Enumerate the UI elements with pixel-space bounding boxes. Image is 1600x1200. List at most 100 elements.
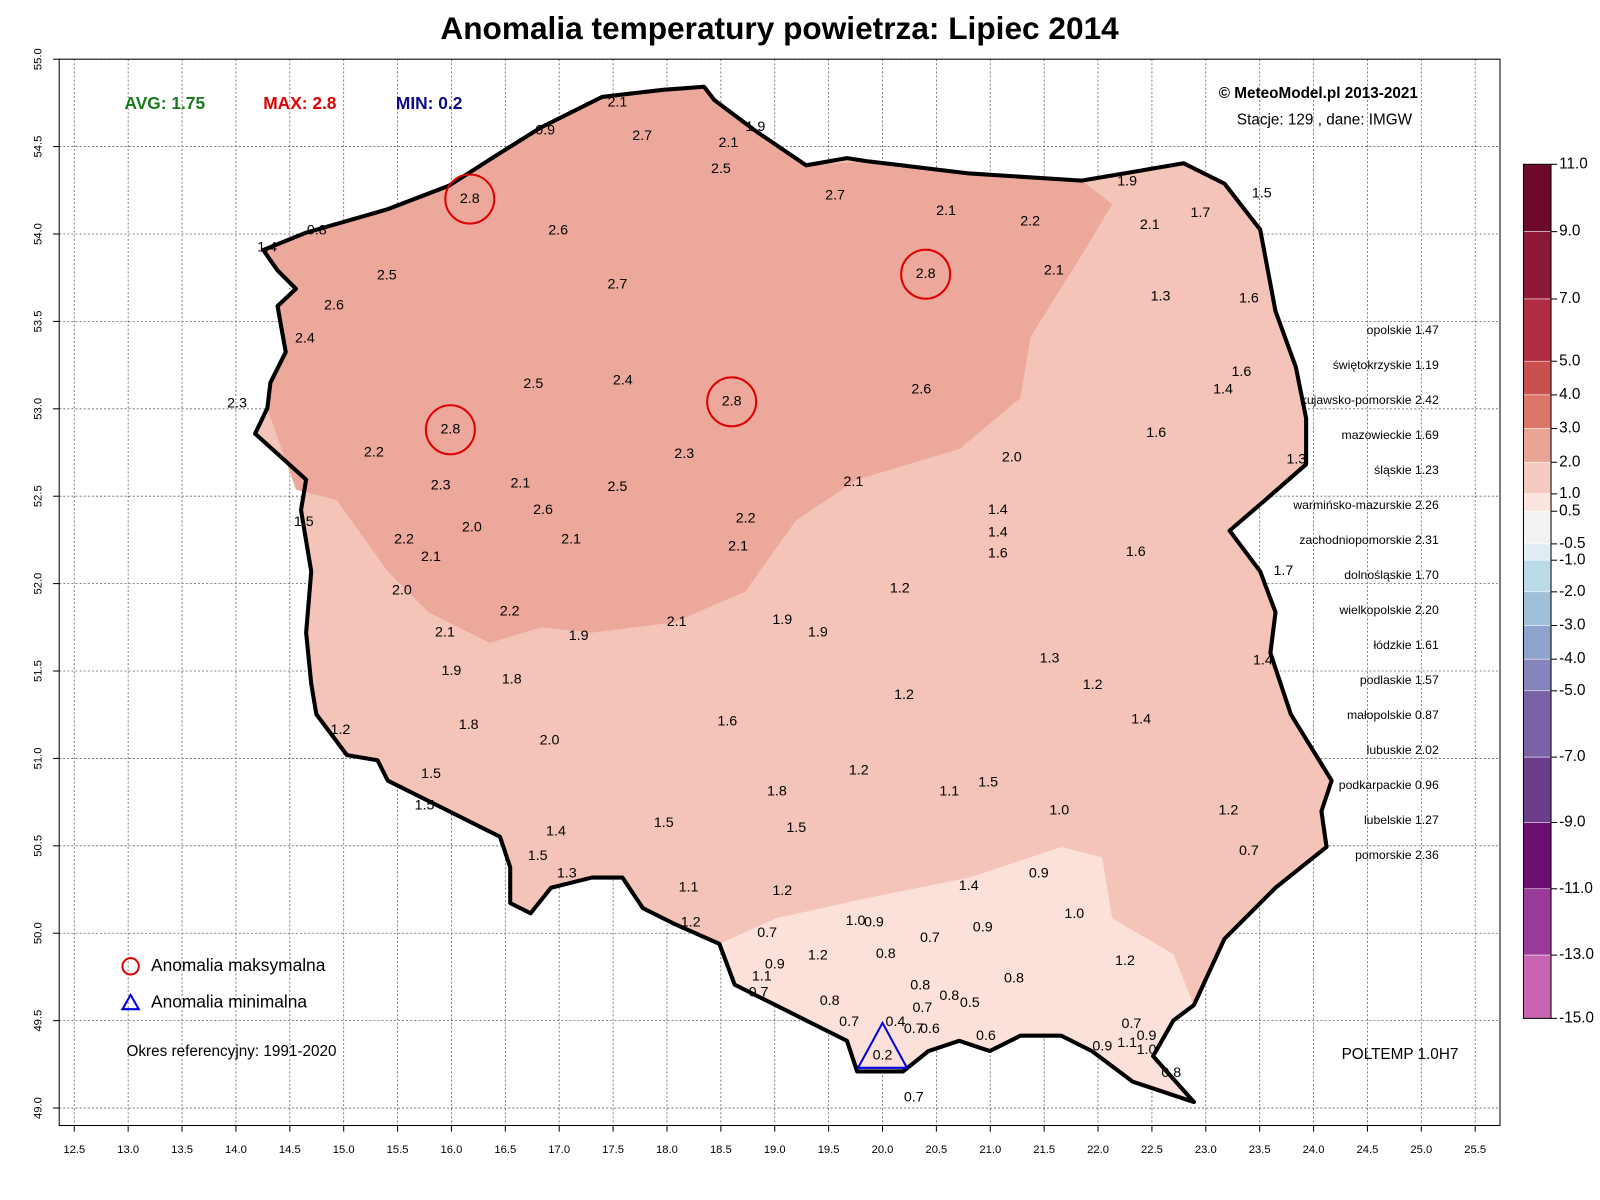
legend-min: Anomalia minimalna xyxy=(151,992,307,1012)
station-value: 1.9 xyxy=(772,612,792,628)
x-tick-label: 15.0 xyxy=(333,1144,355,1156)
station-value: 1.6 xyxy=(1146,425,1166,441)
colorbar-box xyxy=(1523,164,1552,232)
colorbar-label: -15.0 xyxy=(1559,1009,1594,1026)
colorbar-box xyxy=(1523,360,1552,396)
y-tick-label: 55.0 xyxy=(33,48,45,70)
station-value: 0.7 xyxy=(920,930,940,946)
station-value: 1.3 xyxy=(1040,651,1060,667)
x-tick-label: 20.0 xyxy=(872,1144,894,1156)
station-value: 0.7 xyxy=(1122,1016,1142,1032)
station-value: 2.0 xyxy=(1002,450,1022,466)
colorbar-box xyxy=(1523,888,1552,956)
station-value: 1.2 xyxy=(808,948,828,964)
station-value: 0.7 xyxy=(904,1089,924,1105)
max-value: 2.8 xyxy=(312,93,336,113)
y-tick-label: 53.0 xyxy=(33,398,45,420)
region-value: kujawsko-pomorskie 2.42 xyxy=(1301,393,1439,407)
station-value: 2.1 xyxy=(728,539,748,555)
colorbar-box xyxy=(1523,625,1552,660)
region-value: łódzkie 1.61 xyxy=(1373,638,1438,652)
station-value: 1.3 xyxy=(1151,289,1171,305)
legend-max: Anomalia maksymalna xyxy=(151,955,326,975)
colorbar-box xyxy=(1523,756,1552,823)
x-tick-label: 19.0 xyxy=(764,1144,786,1156)
colorbar-label: -4.0 xyxy=(1559,650,1585,667)
station-value: 2.6 xyxy=(548,222,568,238)
x-tick-label: 17.0 xyxy=(548,1144,570,1156)
station-value: 0.7 xyxy=(839,1014,859,1030)
y-tick-label: 52.0 xyxy=(33,573,45,595)
warm-zone xyxy=(263,86,1113,643)
plot-frame xyxy=(58,58,1501,1127)
station-value: 2.5 xyxy=(523,376,543,392)
colorbar-label: -5.0 xyxy=(1559,682,1585,699)
station-value: 2.2 xyxy=(736,511,756,527)
x-tick-label: 24.5 xyxy=(1357,1144,1379,1156)
max-marker xyxy=(900,248,952,300)
region-value: podlaskie 1.57 xyxy=(1360,673,1439,687)
station-value: 1.2 xyxy=(1219,803,1239,819)
x-tick-label: 23.0 xyxy=(1195,1144,1217,1156)
colorbar-box xyxy=(1523,493,1552,512)
station-value: 1.0 xyxy=(1137,1042,1157,1058)
region-value: śląskie 1.23 xyxy=(1374,463,1439,477)
max-marker xyxy=(444,173,496,225)
region-value: wielkopolskie 2.20 xyxy=(1338,603,1438,617)
station-value: 2.2 xyxy=(364,444,384,460)
x-tick-label: 15.5 xyxy=(387,1144,409,1156)
y-tick-label: 51.5 xyxy=(33,660,45,682)
max-marker xyxy=(706,376,758,428)
region-value: dolnośląskie 1.70 xyxy=(1344,568,1439,582)
station-value: 0.7 xyxy=(1239,843,1259,859)
y-tick-label: 51.0 xyxy=(33,747,45,769)
y-tick-label: 54.5 xyxy=(33,136,45,158)
border xyxy=(253,84,1334,1105)
colorbar-box xyxy=(1523,298,1552,362)
legend-max-symbol xyxy=(121,957,140,976)
station-value: 0.5 xyxy=(960,995,980,1011)
x-tick-label: 18.5 xyxy=(710,1144,732,1156)
x-tick-label: 12.5 xyxy=(63,1144,85,1156)
colorbar-box xyxy=(1523,591,1552,626)
station-value: 1.8 xyxy=(459,717,479,733)
colorbar-label: 7.0 xyxy=(1559,290,1580,307)
station-value: 1.6 xyxy=(1231,364,1251,380)
x-tick-label: 14.5 xyxy=(279,1144,301,1156)
station-value: 2.3 xyxy=(227,395,247,411)
station-value: 0.6 xyxy=(976,1028,996,1044)
y-tick-label: 54.0 xyxy=(33,223,45,245)
region-value: świętokrzyskie 1.19 xyxy=(1333,358,1439,372)
avg-label: AVG: xyxy=(124,93,166,113)
station-value: 2.8 xyxy=(916,266,936,282)
x-tick-label: 16.5 xyxy=(494,1144,516,1156)
station-value: 2.8 xyxy=(722,394,742,410)
avg-stat: AVG: 1.75 xyxy=(124,93,205,113)
station-value: 1.7 xyxy=(1190,205,1210,221)
station-value: 2.1 xyxy=(561,532,581,548)
station-value: 1.6 xyxy=(1126,544,1146,560)
station-value: 1.5 xyxy=(654,815,674,831)
model: POLTEMP 1.0H7 xyxy=(1342,1046,1459,1063)
station-value: 1.7 xyxy=(1273,563,1293,579)
station-value: 1.2 xyxy=(1115,953,1135,969)
station-value: 1.4 xyxy=(988,525,1008,541)
cool-zone xyxy=(719,846,1194,1103)
station-value: 2.6 xyxy=(324,297,344,313)
colorbar-box xyxy=(1523,231,1552,300)
reference: Okres referencyjny: 1991-2020 xyxy=(127,1043,337,1060)
colorbar-box xyxy=(1523,559,1552,593)
station-value: 0.8 xyxy=(939,988,959,1004)
station-value: 1.2 xyxy=(894,687,914,703)
colorbar-box xyxy=(1523,394,1552,429)
station-value: 2.7 xyxy=(632,128,652,144)
source: Stacje: 129 , dane: IMGW xyxy=(1237,111,1413,128)
colorbar-label: -0.5 xyxy=(1559,535,1585,552)
region-value: podkarpackie 0.96 xyxy=(1339,778,1439,792)
min-label: MIN: xyxy=(396,93,434,113)
station-value: 1.8 xyxy=(767,783,787,799)
x-tick-label: 25.0 xyxy=(1410,1144,1432,1156)
station-value: 0.9 xyxy=(1092,1039,1112,1055)
station-value: 2.3 xyxy=(674,446,694,462)
colorbar-box xyxy=(1523,822,1552,890)
